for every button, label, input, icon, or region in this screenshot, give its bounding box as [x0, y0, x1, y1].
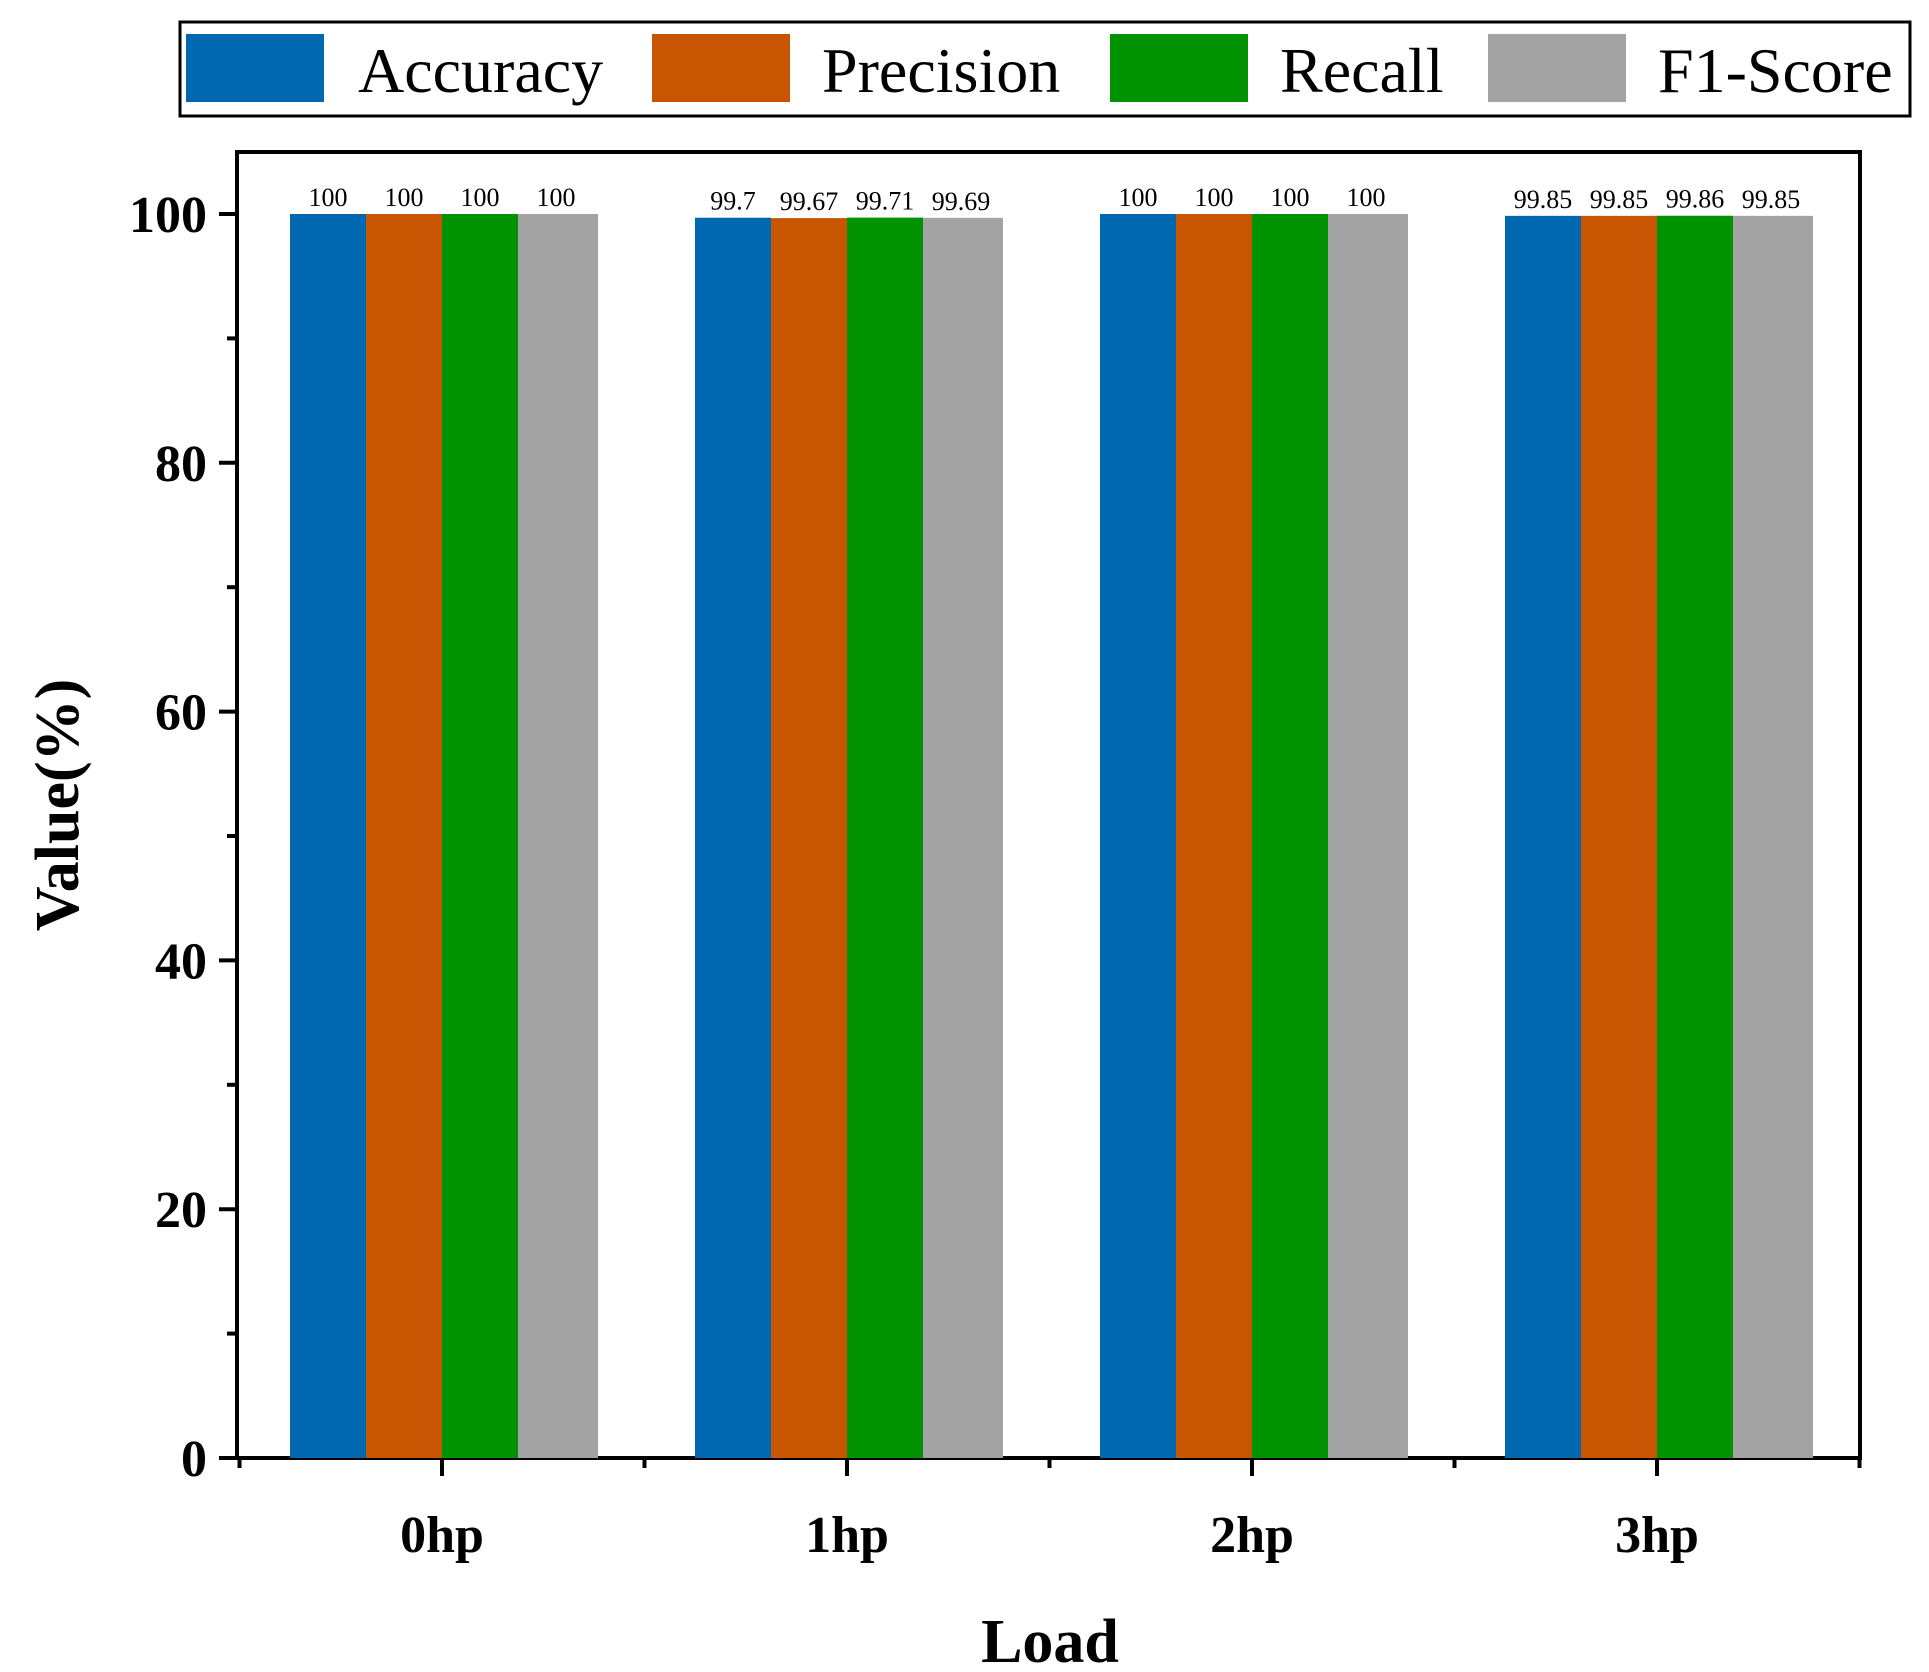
bar-3hp-recall: [1657, 215, 1733, 1459]
legend-swatch-f1-score: [1488, 34, 1626, 102]
bar-2hp-precision: [1176, 214, 1252, 1458]
data-label-0hp-precision: 100: [385, 183, 424, 212]
bar-0hp-recall: [442, 214, 518, 1458]
data-label-2hp-accuracy: 100: [1119, 183, 1158, 212]
data-label-3hp-f1-score: 99.85: [1742, 185, 1801, 214]
data-label-2hp-precision: 100: [1195, 183, 1234, 212]
legend-label-recall: Recall: [1280, 35, 1443, 106]
bar-1hp-recall: [847, 217, 923, 1458]
bar-3hp-f1-score: [1733, 215, 1813, 1459]
data-label-1hp-recall: 99.71: [856, 187, 915, 216]
data-label-2hp-recall: 100: [1271, 183, 1310, 212]
bar-1hp-accuracy: [695, 217, 771, 1459]
bar-0hp-precision: [366, 214, 442, 1458]
data-labels: 100 100 100 100 99.7 99.67 99.71 99.69 100 100 100…: [309, 183, 1801, 216]
x-tick-label-0hp: 0hp: [400, 1507, 484, 1564]
bar-2hp-recall: [1252, 214, 1328, 1458]
legend-label-f1-score: F1-Score: [1658, 35, 1893, 106]
y-tick-label-100: 100: [129, 187, 207, 244]
legend-swatch-recall: [1110, 34, 1248, 102]
y-axis: 0 20 40 60 80 100: [129, 187, 237, 1488]
x-tick-label-2hp: 2hp: [1210, 1507, 1294, 1564]
y-tick-label-0: 0: [181, 1431, 207, 1488]
x-axis: 0hp 1hp 2hp 3hp: [237, 1458, 1862, 1564]
data-label-3hp-precision: 99.85: [1590, 185, 1649, 214]
bar-1hp-precision: [771, 218, 847, 1458]
bar-2hp-accuracy: [1100, 214, 1176, 1458]
y-tick-label-20: 20: [155, 1182, 207, 1239]
legend: Accuracy Precision Recall F1-Score: [178, 20, 1912, 118]
x-tick-label-1hp: 1hp: [805, 1507, 889, 1564]
bar-0hp-f1-score: [518, 214, 598, 1458]
x-axis-title: Load: [981, 1608, 1119, 1672]
data-label-0hp-recall: 100: [461, 183, 500, 212]
data-label-1hp-precision: 99.67: [780, 187, 839, 216]
legend-label-accuracy: Accuracy: [358, 35, 603, 106]
data-label-1hp-f1-score: 99.69: [932, 187, 991, 216]
bar-3hp-accuracy: [1505, 215, 1581, 1459]
data-label-3hp-recall: 99.86: [1666, 185, 1725, 214]
bar-2hp-f1-score: [1328, 214, 1408, 1458]
bars: [290, 214, 1813, 1459]
bar-0hp-accuracy: [290, 214, 366, 1458]
data-label-1hp-accuracy: 99.7: [710, 187, 756, 216]
x-tick-label-3hp: 3hp: [1615, 1507, 1699, 1564]
legend-label-precision: Precision: [822, 35, 1060, 106]
legend-swatch-precision: [652, 34, 790, 102]
data-label-0hp-accuracy: 100: [309, 183, 348, 212]
data-label-3hp-accuracy: 99.85: [1514, 185, 1573, 214]
y-tick-label-40: 40: [155, 933, 207, 990]
data-label-0hp-f1-score: 100: [537, 183, 576, 212]
y-tick-label-80: 80: [155, 436, 207, 493]
bar-3hp-precision: [1581, 215, 1657, 1459]
legend-swatch-accuracy: [186, 34, 324, 102]
y-axis-title: Value(%): [24, 679, 92, 932]
bar-1hp-f1-score: [923, 217, 1003, 1458]
y-tick-label-60: 60: [155, 685, 207, 742]
data-label-2hp-f1-score: 100: [1347, 183, 1386, 212]
